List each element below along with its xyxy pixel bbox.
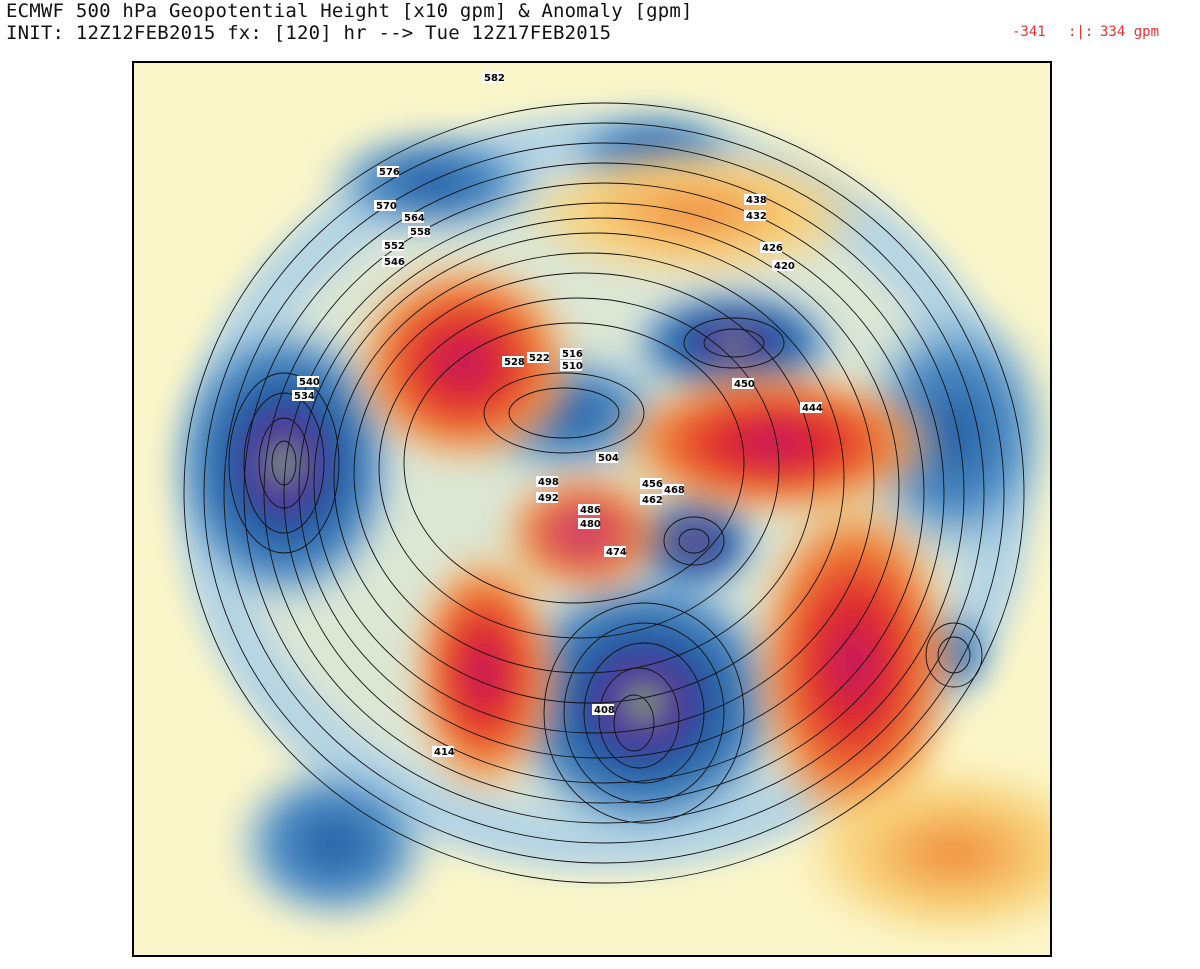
contour-label-bg — [744, 194, 766, 205]
contour-label: 474 — [606, 547, 627, 558]
scale-separator: :|: — [1068, 24, 1094, 40]
contour-label-bg — [382, 240, 404, 251]
contour-label: 450 — [734, 379, 755, 390]
contour-label-bg — [297, 376, 319, 387]
height-contours — [183, 102, 1025, 884]
contour-label: 486 — [580, 505, 601, 516]
contour-label-bg — [402, 212, 424, 223]
contour-label-bg — [408, 226, 430, 237]
contour-label: 444 — [802, 403, 823, 414]
contour-label: 552 — [384, 241, 405, 252]
hemispheric-map-panel: 582 576 570 564 558 552 546 540 534 528 522 516 510 5… — [132, 61, 1052, 957]
contour-label-bg — [292, 390, 314, 401]
contour-label: 420 — [774, 261, 795, 272]
contour-label: 462 — [642, 495, 663, 506]
contour-label-bg — [800, 402, 822, 413]
contour-label: 540 — [299, 377, 320, 388]
contour-label: 516 — [562, 349, 583, 360]
contour-label-bg — [382, 256, 404, 267]
contour-label-bg — [578, 504, 600, 515]
contour-label: 438 — [746, 195, 767, 206]
contour-label: 414 — [434, 747, 455, 758]
contour-label: 492 — [538, 493, 559, 504]
contour-label-bg — [527, 352, 549, 363]
contour-label-bg — [536, 476, 558, 487]
scale-min-label: -341 — [1012, 24, 1046, 40]
contour-label: 432 — [746, 211, 767, 222]
contour-label: 528 — [504, 357, 525, 368]
contour-label: 576 — [379, 167, 400, 178]
contour-label: 564 — [404, 213, 425, 224]
contour-label: 480 — [580, 519, 601, 530]
contour-label: 546 — [384, 257, 405, 268]
contour-label-bg — [432, 746, 454, 757]
contour-label-bg — [578, 518, 600, 529]
contour-label: 522 — [529, 353, 550, 364]
scale-max-label: 334 gpm — [1100, 24, 1160, 40]
contour-label-bg — [640, 494, 662, 505]
contour-label-bg — [772, 260, 794, 271]
contour-label: 426 — [762, 243, 783, 254]
contour-label-bg — [482, 72, 504, 83]
anomaly-shading — [164, 103, 1050, 943]
contour-label: 558 — [410, 227, 431, 238]
chart-title-line2: INIT: 12Z12FEB2015 fx: [120] hr --> Tue … — [6, 22, 612, 44]
contour-label-bg — [596, 452, 618, 463]
contour-label-bg — [502, 356, 524, 367]
contour-label-bg — [744, 210, 766, 221]
contour-label: 456 — [642, 479, 663, 490]
contour-label: 582 — [484, 73, 505, 84]
contour-label-bg — [662, 484, 684, 495]
contour-label: 504 — [598, 453, 619, 464]
contour-label: 498 — [538, 477, 559, 488]
contour-label-bg — [560, 360, 582, 371]
chart-title-line1: ECMWF 500 hPa Geopotential Height [x10 g… — [6, 0, 693, 22]
contour-label-bg — [760, 242, 782, 253]
contour-label-bg — [732, 378, 754, 389]
contour-label: 408 — [594, 705, 615, 716]
contour-label-bg — [640, 478, 662, 489]
contour-label-bg — [374, 200, 396, 211]
contour-label: 510 — [562, 361, 583, 372]
contour-label: 570 — [376, 201, 397, 212]
contour-label: 468 — [664, 485, 685, 496]
contour-label: 534 — [294, 391, 315, 402]
contour-label-bg — [536, 492, 558, 503]
contour-label-bg — [592, 704, 614, 715]
contour-label-bg — [377, 166, 399, 177]
contour-label-bg — [604, 546, 626, 557]
contour-label-bg — [560, 348, 582, 359]
